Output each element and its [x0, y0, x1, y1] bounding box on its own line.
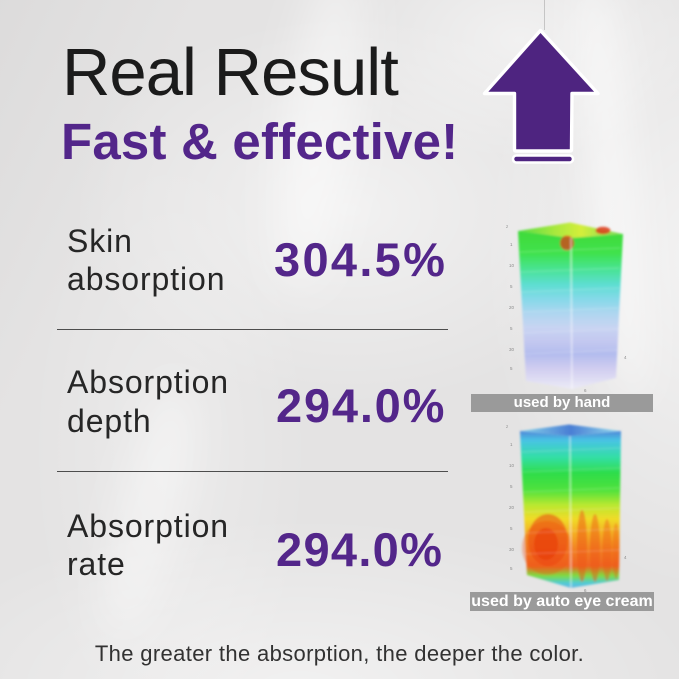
svg-text:20: 20	[509, 505, 515, 510]
svg-text:20: 20	[509, 305, 515, 310]
svg-text:4: 4	[624, 355, 627, 360]
svg-text:5: 5	[510, 566, 513, 571]
svg-text:5: 5	[510, 284, 513, 289]
svg-text:4: 4	[624, 555, 627, 560]
svg-text:5: 5	[510, 484, 513, 489]
svg-text:10: 10	[509, 463, 515, 468]
svg-text:z: z	[506, 224, 509, 229]
svg-text:5: 5	[510, 326, 513, 331]
svg-text:z: z	[506, 424, 509, 429]
svg-text:30: 30	[509, 547, 515, 552]
svg-text:30: 30	[509, 347, 515, 352]
svg-text:1: 1	[510, 442, 513, 447]
svg-text:5: 5	[510, 366, 513, 371]
svg-text:10: 10	[509, 263, 515, 268]
svg-text:5: 5	[510, 526, 513, 531]
svg-text:6: 6	[584, 388, 587, 393]
svg-text:6: 6	[584, 588, 587, 593]
svg-text:1: 1	[510, 242, 513, 247]
